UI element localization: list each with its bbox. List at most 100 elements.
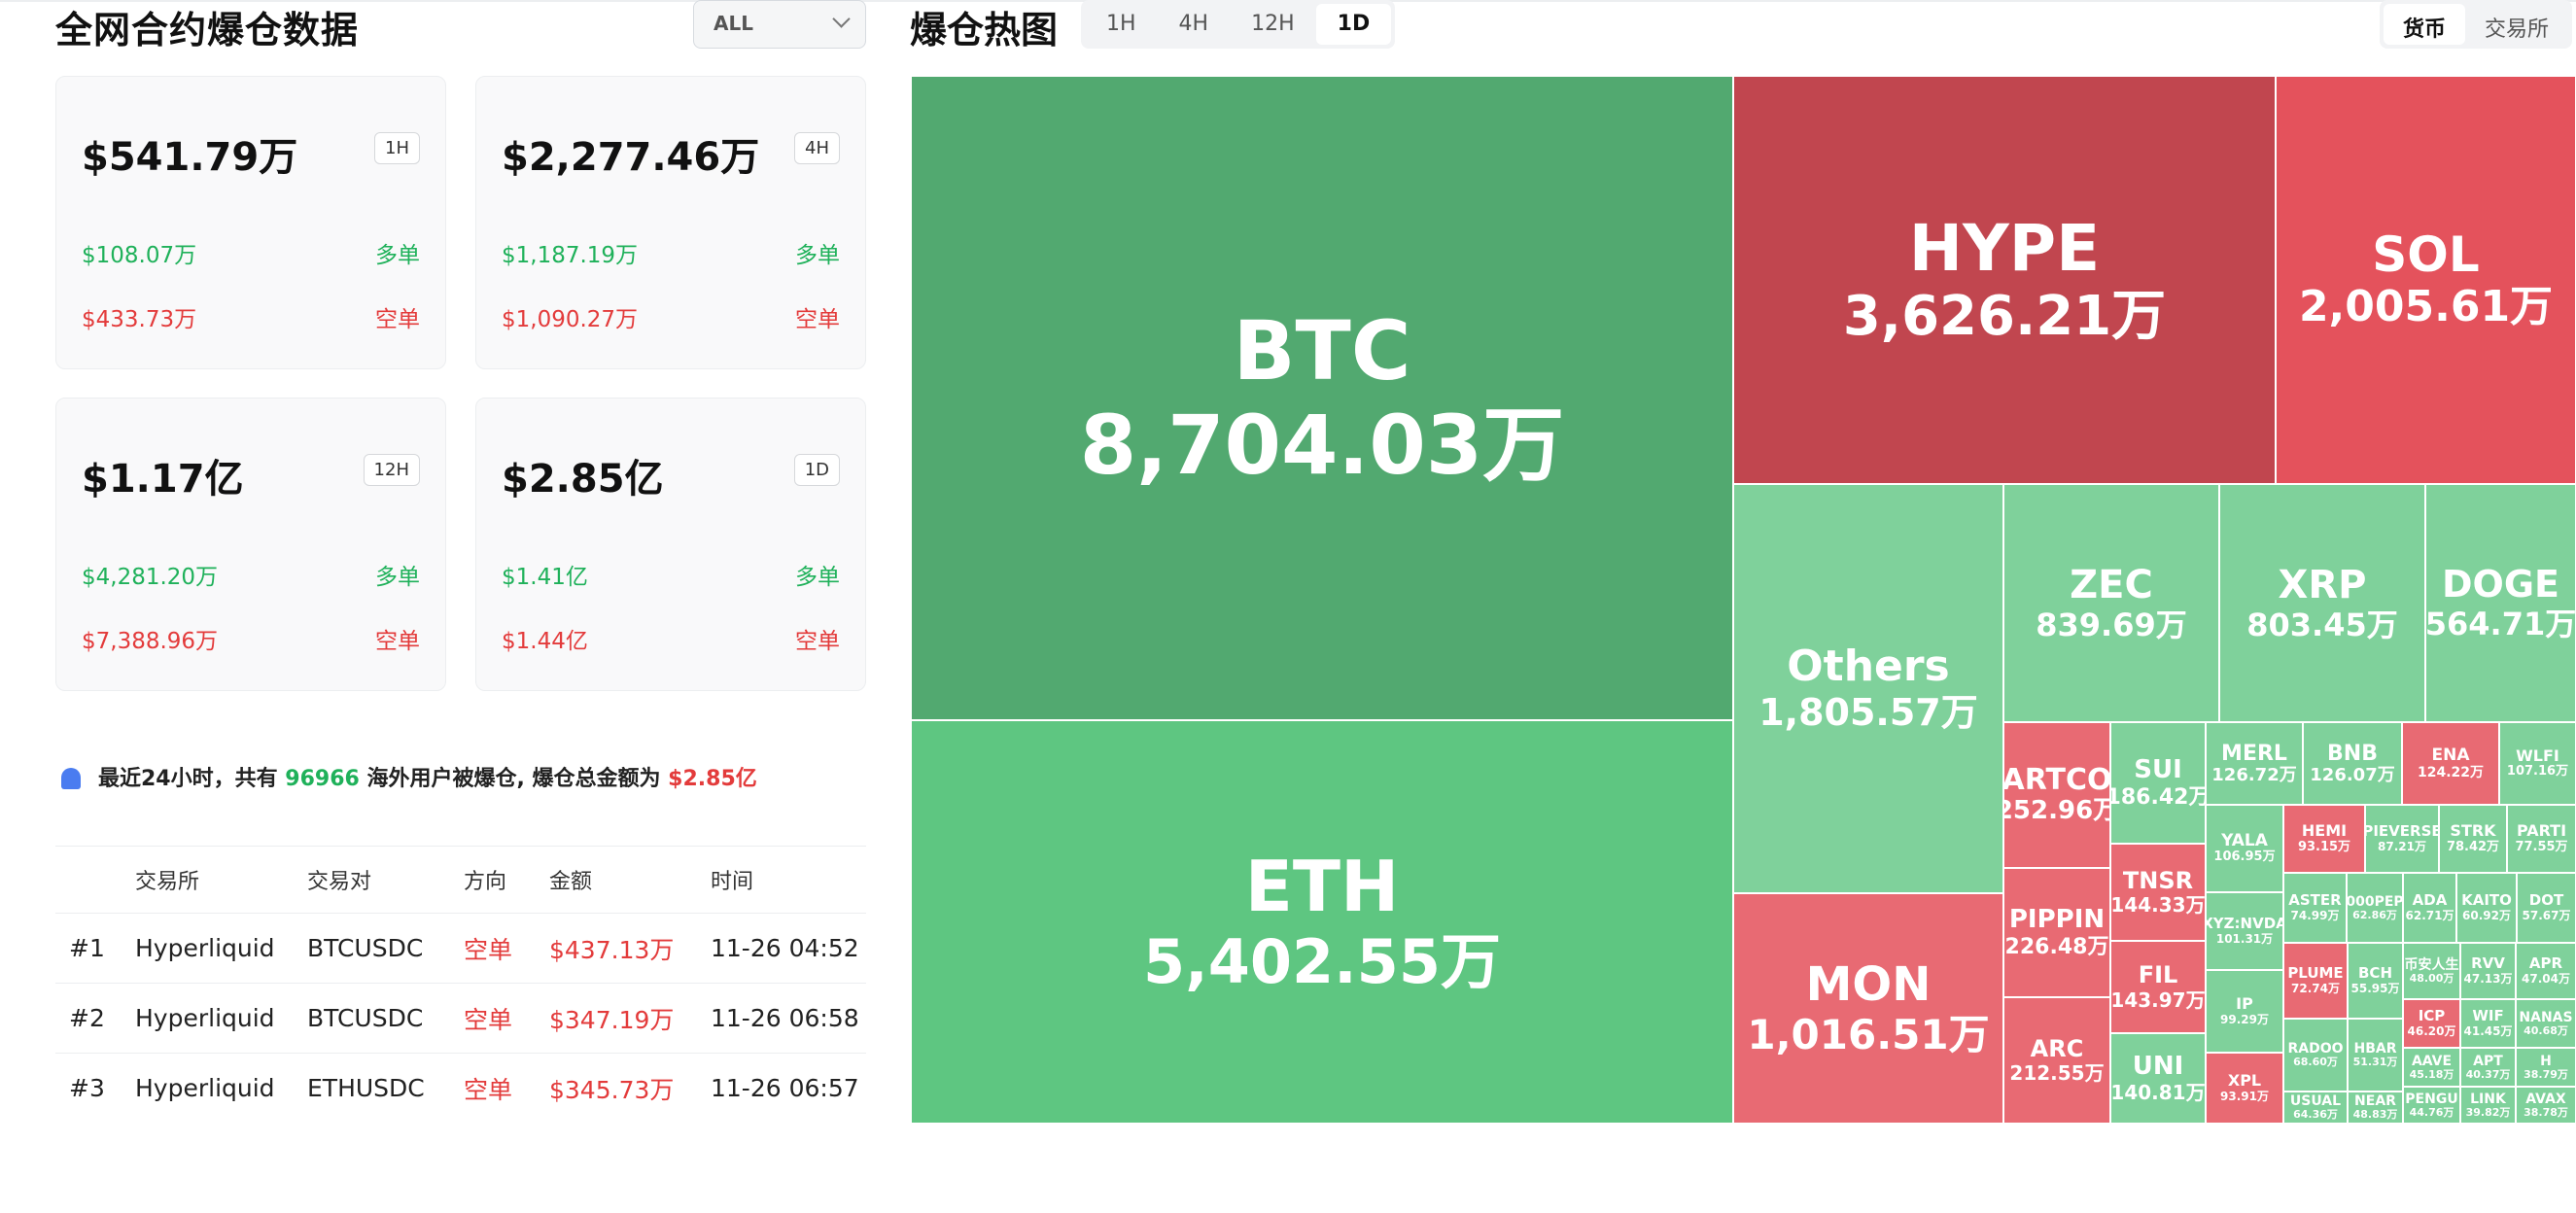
treemap-tile-strk[interactable]: STRK 78.42万: [2439, 805, 2507, 873]
tile-value: 126.72万: [2211, 764, 2297, 785]
treemap-tile-000pep[interactable]: 000PEP 62.86万: [2347, 873, 2403, 943]
tile-symbol: SOL: [2372, 225, 2480, 283]
tab-1d[interactable]: 1D: [1315, 4, 1392, 45]
tile-symbol: MON: [1805, 956, 1932, 1012]
treemap-tile-others[interactable]: Others 1,805.57万: [1733, 484, 2003, 893]
treemap-tile-usual[interactable]: USUAL 64.36万: [2283, 1092, 2348, 1124]
treemap-tile-xrp[interactable]: XRP 803.45万: [2219, 484, 2425, 722]
tile-symbol: 000PEP: [2347, 893, 2403, 910]
treemap-tile-wlfi[interactable]: WLFI 107.16万: [2499, 722, 2576, 805]
tab-4h[interactable]: 4H: [1178, 12, 1209, 36]
tile-symbol: WIF: [2472, 1007, 2504, 1025]
tile-symbol: ARTCO: [2003, 762, 2110, 797]
tile-symbol: ASTER: [2288, 891, 2342, 910]
tile-symbol: BNB: [2327, 741, 2378, 766]
treemap-tile-fil[interactable]: FIL 143.97万: [2110, 941, 2206, 1033]
tile-symbol: XPL: [2227, 1071, 2262, 1091]
treemap-tile-pieverse[interactable]: PIEVERSE 87.21万: [2365, 805, 2439, 873]
cell-direction: 空单: [463, 913, 548, 984]
treemap-tile-wif[interactable]: WIF 41.45万: [2460, 999, 2516, 1048]
table-row[interactable]: #1 Hyperliquid BTCUSDC 空单 $437.13万 11-26…: [55, 913, 866, 984]
treemap-tile-near[interactable]: NEAR 48.83万: [2348, 1092, 2403, 1124]
tab-exchange[interactable]: 交易所: [2485, 17, 2550, 42]
tile-symbol: IP: [2236, 994, 2253, 1014]
treemap-tile-merl[interactable]: MERL 126.72万: [2206, 722, 2303, 805]
treemap-tile-h[interactable]: H 38.79万: [2516, 1048, 2576, 1087]
treemap-tile-radoo[interactable]: RADOO 68.60万: [2283, 1019, 2348, 1092]
treemap-tile-link[interactable]: LINK 39.82万: [2460, 1087, 2516, 1124]
tile-symbol: DOT: [2528, 891, 2564, 910]
tile-value: 3,626.21万: [1842, 284, 2167, 348]
tile-value: 106.95万: [2213, 849, 2276, 865]
tile-value: 8,704.03万: [1079, 397, 1565, 493]
treemap-tile-hemi[interactable]: HEMI 93.15万: [2283, 805, 2365, 873]
table-row[interactable]: #2 Hyperliquid BTCUSDC 空单 $347.19万 11-26…: [55, 983, 866, 1054]
card-period-badge: 12H: [363, 454, 420, 486]
tile-value: 93.91万: [2220, 1089, 2269, 1103]
treemap-tile-plume[interactable]: PLUME 72.74万: [2283, 943, 2348, 1019]
card-long-amount: $108.07万: [82, 243, 197, 268]
treemap-tile-bch[interactable]: BCH 55.95万: [2348, 943, 2403, 1019]
treemap-tile-icp[interactable]: ICP 46.20万: [2403, 999, 2460, 1048]
treemap-tile-btc[interactable]: BTC 8,704.03万: [911, 76, 1733, 720]
cell-time: 11-26 06:58: [710, 983, 866, 1054]
cell-time: 11-26 06:57: [710, 1053, 866, 1123]
tile-symbol: ARC: [2030, 1034, 2084, 1062]
treemap-tile-ip[interactable]: IP 99.29万: [2206, 970, 2283, 1053]
treemap-tile-avax[interactable]: AVAX 38.78万: [2516, 1087, 2576, 1124]
tile-value: 1,805.57万: [1758, 690, 1978, 734]
card-short-amount: $7,388.96万: [82, 629, 219, 654]
treemap-tile-nanas[interactable]: NANAS 40.68万: [2516, 999, 2576, 1048]
treemap-tile-apt[interactable]: APT 40.37万: [2460, 1048, 2516, 1087]
tile-symbol: HYPE: [1908, 210, 2101, 286]
cell-amount: $345.73万: [548, 1053, 710, 1123]
treemap-tile-arc[interactable]: ARC 212.55万: [2003, 997, 2110, 1124]
tile-value: 38.78万: [2524, 1105, 2568, 1119]
cell-exchange: Hyperliquid: [134, 983, 306, 1054]
treemap-tile-bnb[interactable]: BNB 126.07万: [2303, 722, 2402, 805]
treemap-tile-kaito[interactable]: KAITO 60.92万: [2456, 873, 2517, 943]
exchange-select[interactable]: ALL: [693, 0, 866, 49]
tile-value: 226.48万: [2004, 934, 2109, 959]
treemap-tile-rvv[interactable]: RVV 47.13万: [2460, 943, 2516, 999]
treemap-tile-doge[interactable]: DOGE 564.71万: [2425, 484, 2576, 722]
treemap-tile-pengu[interactable]: PENGU 44.76万: [2403, 1087, 2460, 1124]
tile-symbol: STRK: [2450, 821, 2496, 841]
treemap-tile-xyz-nvda[interactable]: XYZ:NVDA 101.31万: [2206, 892, 2283, 970]
tile-symbol: YALA: [2221, 830, 2268, 850]
treemap-tile-apr[interactable]: APR 47.04万: [2516, 943, 2576, 999]
tile-symbol: XRP: [2278, 563, 2367, 608]
tile-value: 1,016.51万: [1747, 1010, 1990, 1058]
tile-value: 46.20万: [2407, 1023, 2456, 1038]
cell-amount: $347.19万: [548, 983, 710, 1054]
treemap-tile-zec[interactable]: ZEC 839.69万: [2003, 484, 2219, 722]
col-time: 时间: [710, 846, 866, 914]
treemap-tile-ada[interactable]: ADA 62.71万: [2403, 873, 2456, 943]
cell-amount: $437.13万: [548, 913, 710, 984]
tab-currency[interactable]: 货币: [2384, 4, 2466, 45]
tab-12h[interactable]: 12H: [1251, 12, 1295, 36]
tab-1h[interactable]: 1H: [1106, 12, 1136, 36]
treemap-tile-xpl[interactable]: XPL 93.91万: [2206, 1053, 2283, 1124]
treemap-tile-aave[interactable]: AAVE 45.18万: [2403, 1048, 2460, 1087]
tile-symbol: SUI: [2134, 754, 2182, 784]
treemap-tile-yala[interactable]: YALA 106.95万: [2206, 805, 2283, 892]
treemap-tile-sol[interactable]: SOL 2,005.61万: [2276, 76, 2576, 484]
treemap-tile-pippin[interactable]: PIPPIN 226.48万: [2003, 868, 2110, 997]
treemap-tile-eth[interactable]: ETH 5,402.55万: [911, 720, 1733, 1124]
treemap-tile-artco[interactable]: ARTCO252.96万: [2003, 722, 2110, 868]
treemap-tile-hbar[interactable]: HBAR 51.31万: [2348, 1019, 2403, 1092]
treemap-tile-sui[interactable]: SUI 186.42万: [2110, 722, 2206, 844]
treemap-tile--[interactable]: 币安人生 48.00万: [2403, 943, 2460, 999]
treemap-tile-hype[interactable]: HYPE 3,626.21万: [1733, 76, 2276, 484]
treemap-tile-tnsr[interactable]: TNSR 144.33万: [2110, 844, 2206, 941]
treemap-tile-mon[interactable]: MON 1,016.51万: [1733, 893, 2003, 1124]
treemap-tile-uni[interactable]: UNI 140.81万: [2110, 1033, 2206, 1124]
treemap-tile-parti[interactable]: PARTI 77.55万: [2507, 805, 2576, 873]
treemap-tile-dot[interactable]: DOT 57.67万: [2517, 873, 2576, 943]
table-row[interactable]: #3 Hyperliquid ETHUSDC 空单 $345.73万 11-26…: [55, 1053, 866, 1123]
treemap-tile-ena[interactable]: ENA 124.22万: [2402, 722, 2499, 805]
treemap-tile-aster[interactable]: ASTER 74.99万: [2283, 873, 2347, 943]
col-amount: 金额: [548, 846, 710, 914]
tile-symbol: ADA: [2412, 891, 2448, 910]
